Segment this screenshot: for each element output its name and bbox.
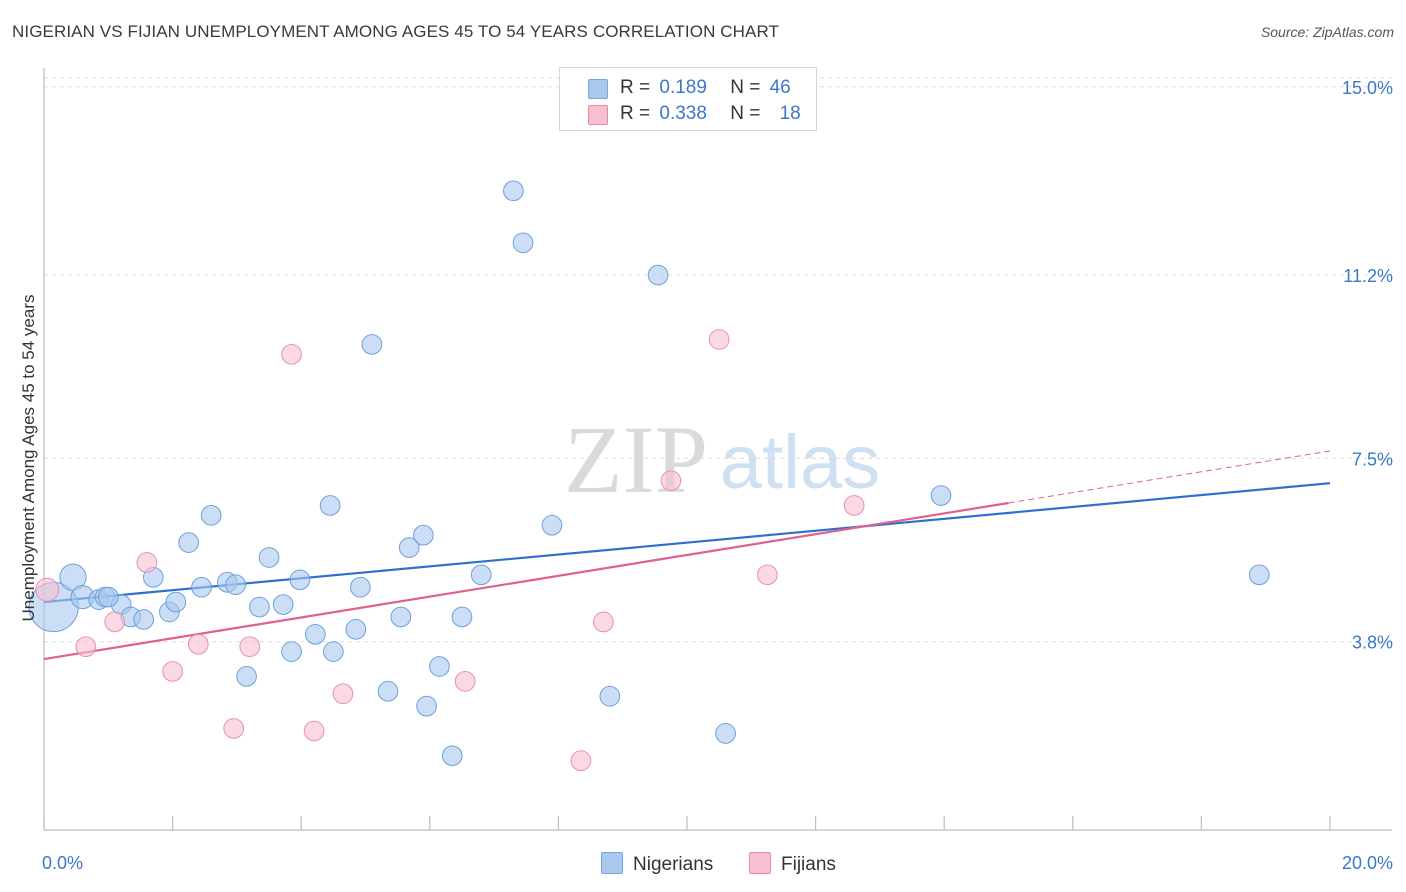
point-nigerians <box>178 532 200 553</box>
point-fijians <box>223 718 245 739</box>
point-fijians <box>757 564 778 586</box>
grid-lines <box>44 77 1392 643</box>
point-fijians <box>708 329 730 350</box>
point-fijians <box>75 636 97 658</box>
n-label: N = <box>730 103 761 124</box>
point-nigerians <box>289 569 311 591</box>
point-fijians <box>843 495 865 516</box>
legend-swatch-fijians <box>749 852 771 874</box>
n-value: 46 <box>769 77 791 98</box>
point-nigerians <box>413 524 434 546</box>
point-nigerians <box>305 623 326 645</box>
point-nigerians <box>390 606 412 628</box>
legend-item-nigerians[interactable]: Nigerians <box>601 852 713 876</box>
point-nigerians <box>345 618 367 640</box>
point-fijians <box>104 611 126 633</box>
point-nigerians <box>541 514 563 536</box>
y-tick-label: 3.8% <box>1352 633 1393 653</box>
point-fijians <box>239 636 261 658</box>
x-tick-label: 20.0% <box>1342 853 1393 873</box>
point-nigerians <box>377 680 399 702</box>
point-nigerians <box>599 685 621 707</box>
trend-lines <box>43 450 1331 661</box>
point-nigerians <box>451 606 473 628</box>
point-fijians <box>332 683 354 705</box>
watermark-atlas: atlas <box>720 420 881 505</box>
point-nigerians <box>165 591 187 613</box>
point-nigerians <box>272 594 294 615</box>
point-nigerians <box>200 505 222 526</box>
point-nigerians <box>225 574 246 596</box>
point-nigerians <box>361 334 383 355</box>
legend-swatch-nigerians <box>601 852 623 874</box>
point-nigerians <box>398 537 420 558</box>
point-fijians <box>570 750 592 771</box>
r-label: R = <box>620 103 651 124</box>
data-points <box>28 180 1270 771</box>
stats-legend: R = 0.189 N = 46 R = 0.338 N = 18 <box>559 67 817 131</box>
watermark-zip: ZIP <box>564 406 708 513</box>
n-label: N = <box>730 77 761 98</box>
point-fijians <box>303 720 325 742</box>
tick-labels: 3.8% 7.5% 11.2% 15.0% 0.0% 20.0% <box>42 78 1393 873</box>
trend-line-fijians-extension <box>1008 450 1331 504</box>
point-fijians <box>162 661 183 682</box>
point-nigerians <box>258 547 280 568</box>
point-nigerians <box>470 564 492 586</box>
point-nigerians <box>1248 564 1270 586</box>
point-fijians <box>593 611 614 633</box>
point-nigerians <box>191 576 212 598</box>
point-nigerians <box>416 695 437 717</box>
point-nigerians <box>503 180 524 202</box>
point-nigerians <box>715 723 736 744</box>
point-fijians <box>660 470 682 492</box>
legend-swatch-nigerians <box>588 79 608 99</box>
legend-item-fijians[interactable]: Fijians <box>749 852 836 876</box>
point-fijians <box>187 633 209 655</box>
point-nigerians <box>236 666 257 687</box>
point-fijians <box>35 577 60 602</box>
point-nigerians <box>441 745 463 767</box>
point-nigerians <box>323 641 344 662</box>
point-fijians <box>136 552 158 573</box>
trend-line-fijians <box>43 501 1009 661</box>
point-nigerians <box>133 609 155 630</box>
r-label: R = <box>620 77 651 98</box>
y-tick-label: 11.2% <box>1343 266 1393 286</box>
legend-swatch-fijians <box>588 105 608 125</box>
r-value: 0.338 <box>659 103 707 124</box>
n-value: 18 <box>779 103 801 124</box>
y-tick-label: 7.5% <box>1352 449 1393 469</box>
point-nigerians <box>429 656 450 677</box>
point-nigerians <box>97 586 119 608</box>
y-axis-label: Unemployment Among Ages 45 to 54 years <box>19 294 38 622</box>
r-value: 0.189 <box>659 77 707 98</box>
point-nigerians <box>647 264 669 286</box>
point-nigerians <box>930 485 952 506</box>
point-nigerians <box>249 596 270 618</box>
point-nigerians <box>350 576 371 598</box>
legend-label-nigerians: Nigerians <box>633 854 714 875</box>
point-nigerians <box>512 232 534 254</box>
point-nigerians <box>281 641 302 662</box>
axes <box>43 68 1392 831</box>
trend-line-nigerians <box>43 482 1331 604</box>
legend-label-fijians: Fijians <box>781 854 836 875</box>
point-nigerians <box>319 495 341 516</box>
point-fijians <box>281 343 302 365</box>
y-tick-label: 15.0% <box>1342 78 1393 98</box>
chart-title: NIGERIAN VS FIJIAN UNEMPLOYMENT AMONG AG… <box>12 22 780 41</box>
point-fijians <box>454 671 476 692</box>
x-tick-label: 0.0% <box>42 853 83 873</box>
source-label: Source: ZipAtlas.com <box>1260 24 1394 40</box>
